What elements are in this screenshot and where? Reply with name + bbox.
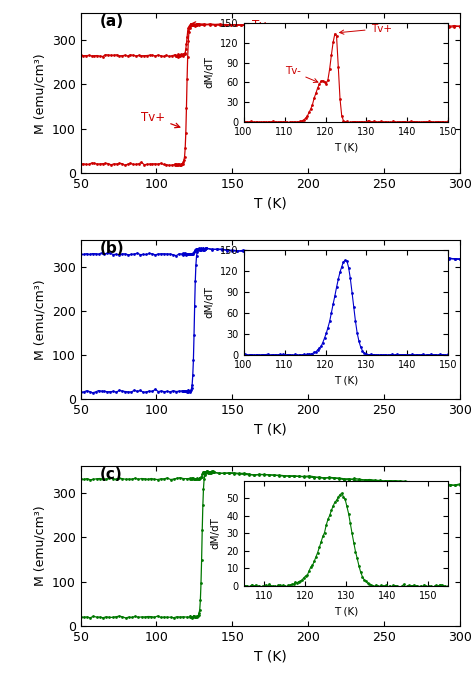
- Y-axis label: M (emu/cm³): M (emu/cm³): [33, 53, 46, 133]
- Text: (b): (b): [100, 241, 124, 256]
- X-axis label: T (K): T (K): [254, 649, 287, 664]
- Text: Tv-: Tv-: [191, 19, 270, 32]
- Text: Tv+: Tv+: [141, 110, 180, 128]
- X-axis label: T (K): T (K): [254, 423, 287, 437]
- Y-axis label: M (emu/cm³): M (emu/cm³): [33, 506, 46, 586]
- X-axis label: T (K): T (K): [254, 197, 287, 211]
- Text: (c): (c): [100, 467, 122, 482]
- Y-axis label: M (emu/cm³): M (emu/cm³): [33, 279, 46, 360]
- Text: (a): (a): [100, 14, 124, 29]
